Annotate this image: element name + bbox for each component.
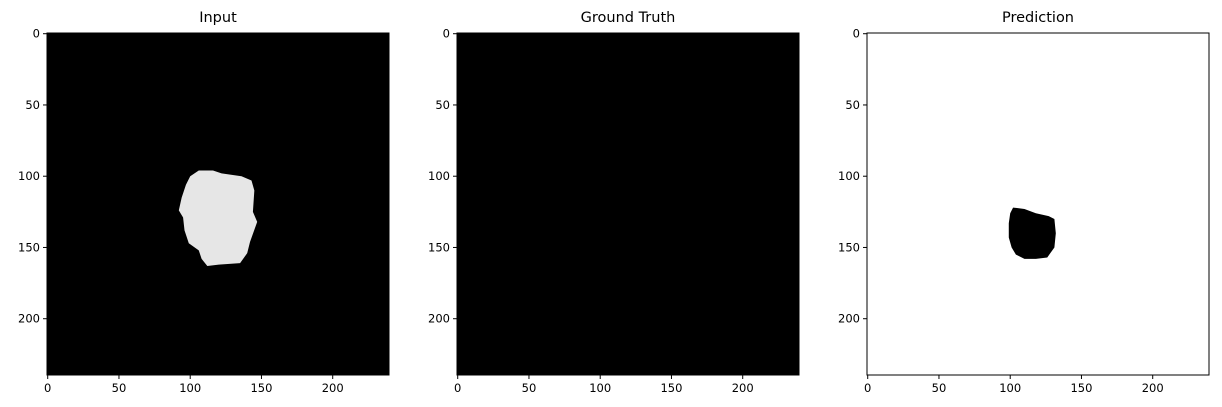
subplot-title: Prediction [1002,10,1074,26]
x-tick-label: 0 [864,381,871,395]
x-tick-label: 200 [732,381,754,395]
y-tick-label: 200 [838,312,860,326]
x-tick-label: 150 [1070,381,1092,395]
x-tick-label: 100 [589,381,611,395]
y-tick-label: 200 [18,312,40,326]
y-tick-label: 100 [838,169,860,183]
subplot-1: Input 0 50 100 150 200 0 50 100 150 200 [18,10,390,395]
x-tick-label: 50 [932,381,947,395]
x-tick-label: 50 [522,381,537,395]
subplot-title: Ground Truth [581,10,676,26]
axes-frame [456,32,800,376]
mask-region [1008,207,1056,259]
subplot-title: Input [199,10,237,26]
x-tick-label: 200 [1142,381,1164,395]
subplot-3: Prediction 0 50 100 150 200 0 50 100 150 200 [838,10,1210,395]
y-tick-label: 50 [435,98,450,112]
x-tick-label: 0 [44,381,51,395]
image-background [867,33,1209,375]
y-tick-label: 0 [33,27,40,41]
image-background [457,33,799,375]
y-tick-label: 150 [838,240,860,254]
y-tick-label: 100 [18,169,40,183]
x-tick-label: 100 [999,381,1021,395]
mask-region [178,170,258,266]
x-tick-label: 50 [112,381,127,395]
x-tick-label: 0 [454,381,461,395]
x-tick-label: 150 [250,381,272,395]
y-tick-label: 100 [428,169,450,183]
x-tick-label: 200 [322,381,344,395]
y-tick-label: 50 [845,98,860,112]
y-tick-label: 0 [853,27,860,41]
axes-frame [46,32,390,376]
y-tick-label: 150 [18,240,40,254]
x-tick-label: 100 [179,381,201,395]
x-tick-label: 150 [660,381,682,395]
axes-frame [866,32,1210,376]
subplot-2: Ground Truth 0 50 100 150 200 0 50 100 150 200 [428,10,800,395]
y-tick-label: 0 [443,27,450,41]
y-tick-label: 200 [428,312,450,326]
y-tick-label: 150 [428,240,450,254]
y-tick-label: 50 [25,98,40,112]
